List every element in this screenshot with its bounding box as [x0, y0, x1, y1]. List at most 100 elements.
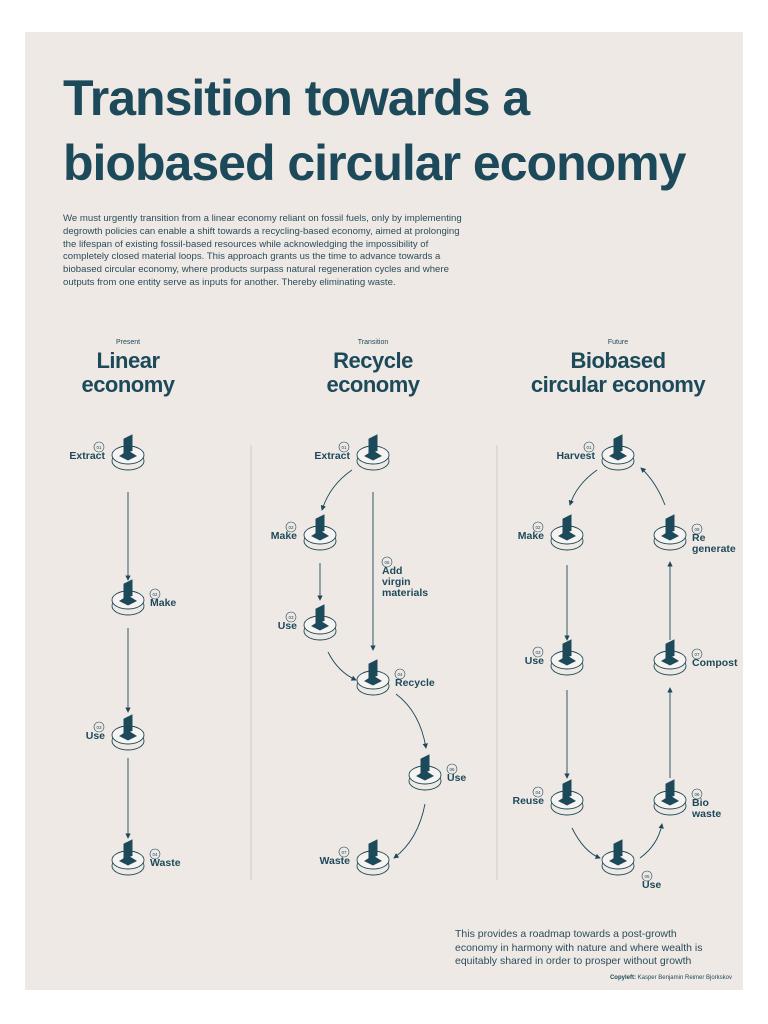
node-number-ring: [691, 648, 703, 660]
icon-glyph: [310, 514, 330, 541]
icon-glyph: [660, 779, 680, 806]
column-heading: economy: [326, 372, 420, 397]
node-label: Make: [271, 530, 297, 542]
node-number-ring: [641, 870, 653, 882]
node-icon: [111, 839, 145, 876]
node-icon: [356, 839, 390, 876]
node-number-ring: [583, 441, 595, 453]
node-number-ring: [394, 668, 406, 680]
node-number: 05: [384, 560, 390, 565]
node-label: Use: [86, 730, 105, 742]
node-number: 03: [288, 615, 294, 620]
node-number: 05: [644, 874, 650, 879]
node-label: Waste: [150, 857, 181, 869]
node-number-ring: [338, 441, 350, 453]
icon-glyph: [118, 714, 138, 741]
node-label: Use: [447, 772, 466, 784]
column-heading: Linear: [96, 348, 160, 373]
node-icon: [601, 434, 635, 471]
column-heading: circular economy: [531, 372, 706, 397]
node-number: 01: [341, 445, 347, 450]
node-label: Reuse: [512, 795, 544, 807]
icon-glyph: [557, 779, 577, 806]
copyleft-label: Copyleft:: [609, 975, 636, 981]
node-icon: [653, 639, 687, 676]
node-number: 07: [341, 850, 347, 855]
icon-glyph: [363, 659, 383, 686]
node-label: Bio: [692, 797, 709, 809]
title-line: biobased circular economy: [63, 135, 686, 191]
icon-glyph: [363, 434, 383, 461]
node-number-ring: [149, 588, 161, 600]
icon-glyph: [118, 434, 138, 461]
node-number-ring: [446, 763, 458, 775]
node-number-ring: [532, 786, 544, 798]
poster: [25, 32, 743, 990]
node-number-ring: [691, 788, 703, 800]
column-eyebrow: Future: [608, 339, 628, 346]
node-number-ring: [93, 721, 105, 733]
node-label: Extract: [69, 450, 105, 462]
dividers: [250, 445, 498, 880]
node-icon: [653, 514, 687, 551]
node-number-ring: [532, 646, 544, 658]
node-icon: [550, 779, 584, 816]
node-number: 08: [694, 527, 700, 532]
node-number: 07: [694, 652, 700, 657]
node-label: Use: [642, 879, 661, 891]
node-number: 02: [535, 525, 541, 530]
node-number: 04: [152, 852, 158, 857]
node-number: 04: [535, 790, 541, 795]
node-icon: [303, 514, 337, 551]
footer-text: This provides a roadmap towards a post-g…: [455, 928, 703, 967]
node-label: Make: [518, 530, 544, 542]
icon-glyph: [118, 839, 138, 866]
node-label: Harvest: [556, 450, 595, 462]
node-number: 03: [535, 650, 541, 655]
node-icon: [653, 779, 687, 816]
node-label: Make: [150, 597, 176, 609]
node-label: Extract: [314, 450, 350, 462]
node-label: Waste: [319, 855, 350, 867]
node-label: generate: [692, 543, 736, 555]
node-number: 06: [449, 767, 455, 772]
icon-glyph: [557, 514, 577, 541]
node-label: virgin: [382, 576, 411, 588]
node-icon: [601, 839, 635, 876]
column-heading: economy: [81, 372, 175, 397]
node-icon: [550, 514, 584, 551]
node-number: 06: [694, 792, 700, 797]
icon-glyph: [557, 639, 577, 666]
node-icon: [356, 434, 390, 471]
icon-glyph: [415, 754, 435, 781]
column-heading: Biobased: [570, 348, 665, 373]
node-number: 04: [397, 672, 403, 677]
node-number-ring: [691, 523, 703, 535]
node-number: 03: [96, 725, 102, 730]
node-icon: [303, 604, 337, 641]
icon-glyph: [310, 604, 330, 631]
node-number-ring: [149, 848, 161, 860]
node-label: Add: [382, 565, 402, 577]
icon-glyph: [118, 579, 138, 606]
node-number-ring: [532, 521, 544, 533]
column-eyebrow: Present: [116, 339, 140, 346]
copyleft-name: Kasper Benjamin Reimer Bjorkskov: [637, 975, 732, 981]
column-heading: Recycle: [333, 348, 413, 373]
node-number-ring: [285, 521, 297, 533]
title-line: Transition towards a: [63, 70, 530, 126]
node-label: Re: [692, 532, 706, 544]
node-icon: [550, 639, 584, 676]
node-number-ring: [93, 441, 105, 453]
intro-text: We must urgently transition from a linea…: [63, 213, 462, 288]
node-label: materials: [382, 587, 428, 599]
node-number: 01: [586, 445, 592, 450]
icon-glyph: [608, 839, 628, 866]
node-number-ring: [338, 846, 350, 858]
node-label: Compost: [692, 657, 738, 669]
icon-glyph: [660, 639, 680, 666]
node-label: Use: [278, 620, 297, 632]
node-label: waste: [691, 808, 721, 820]
